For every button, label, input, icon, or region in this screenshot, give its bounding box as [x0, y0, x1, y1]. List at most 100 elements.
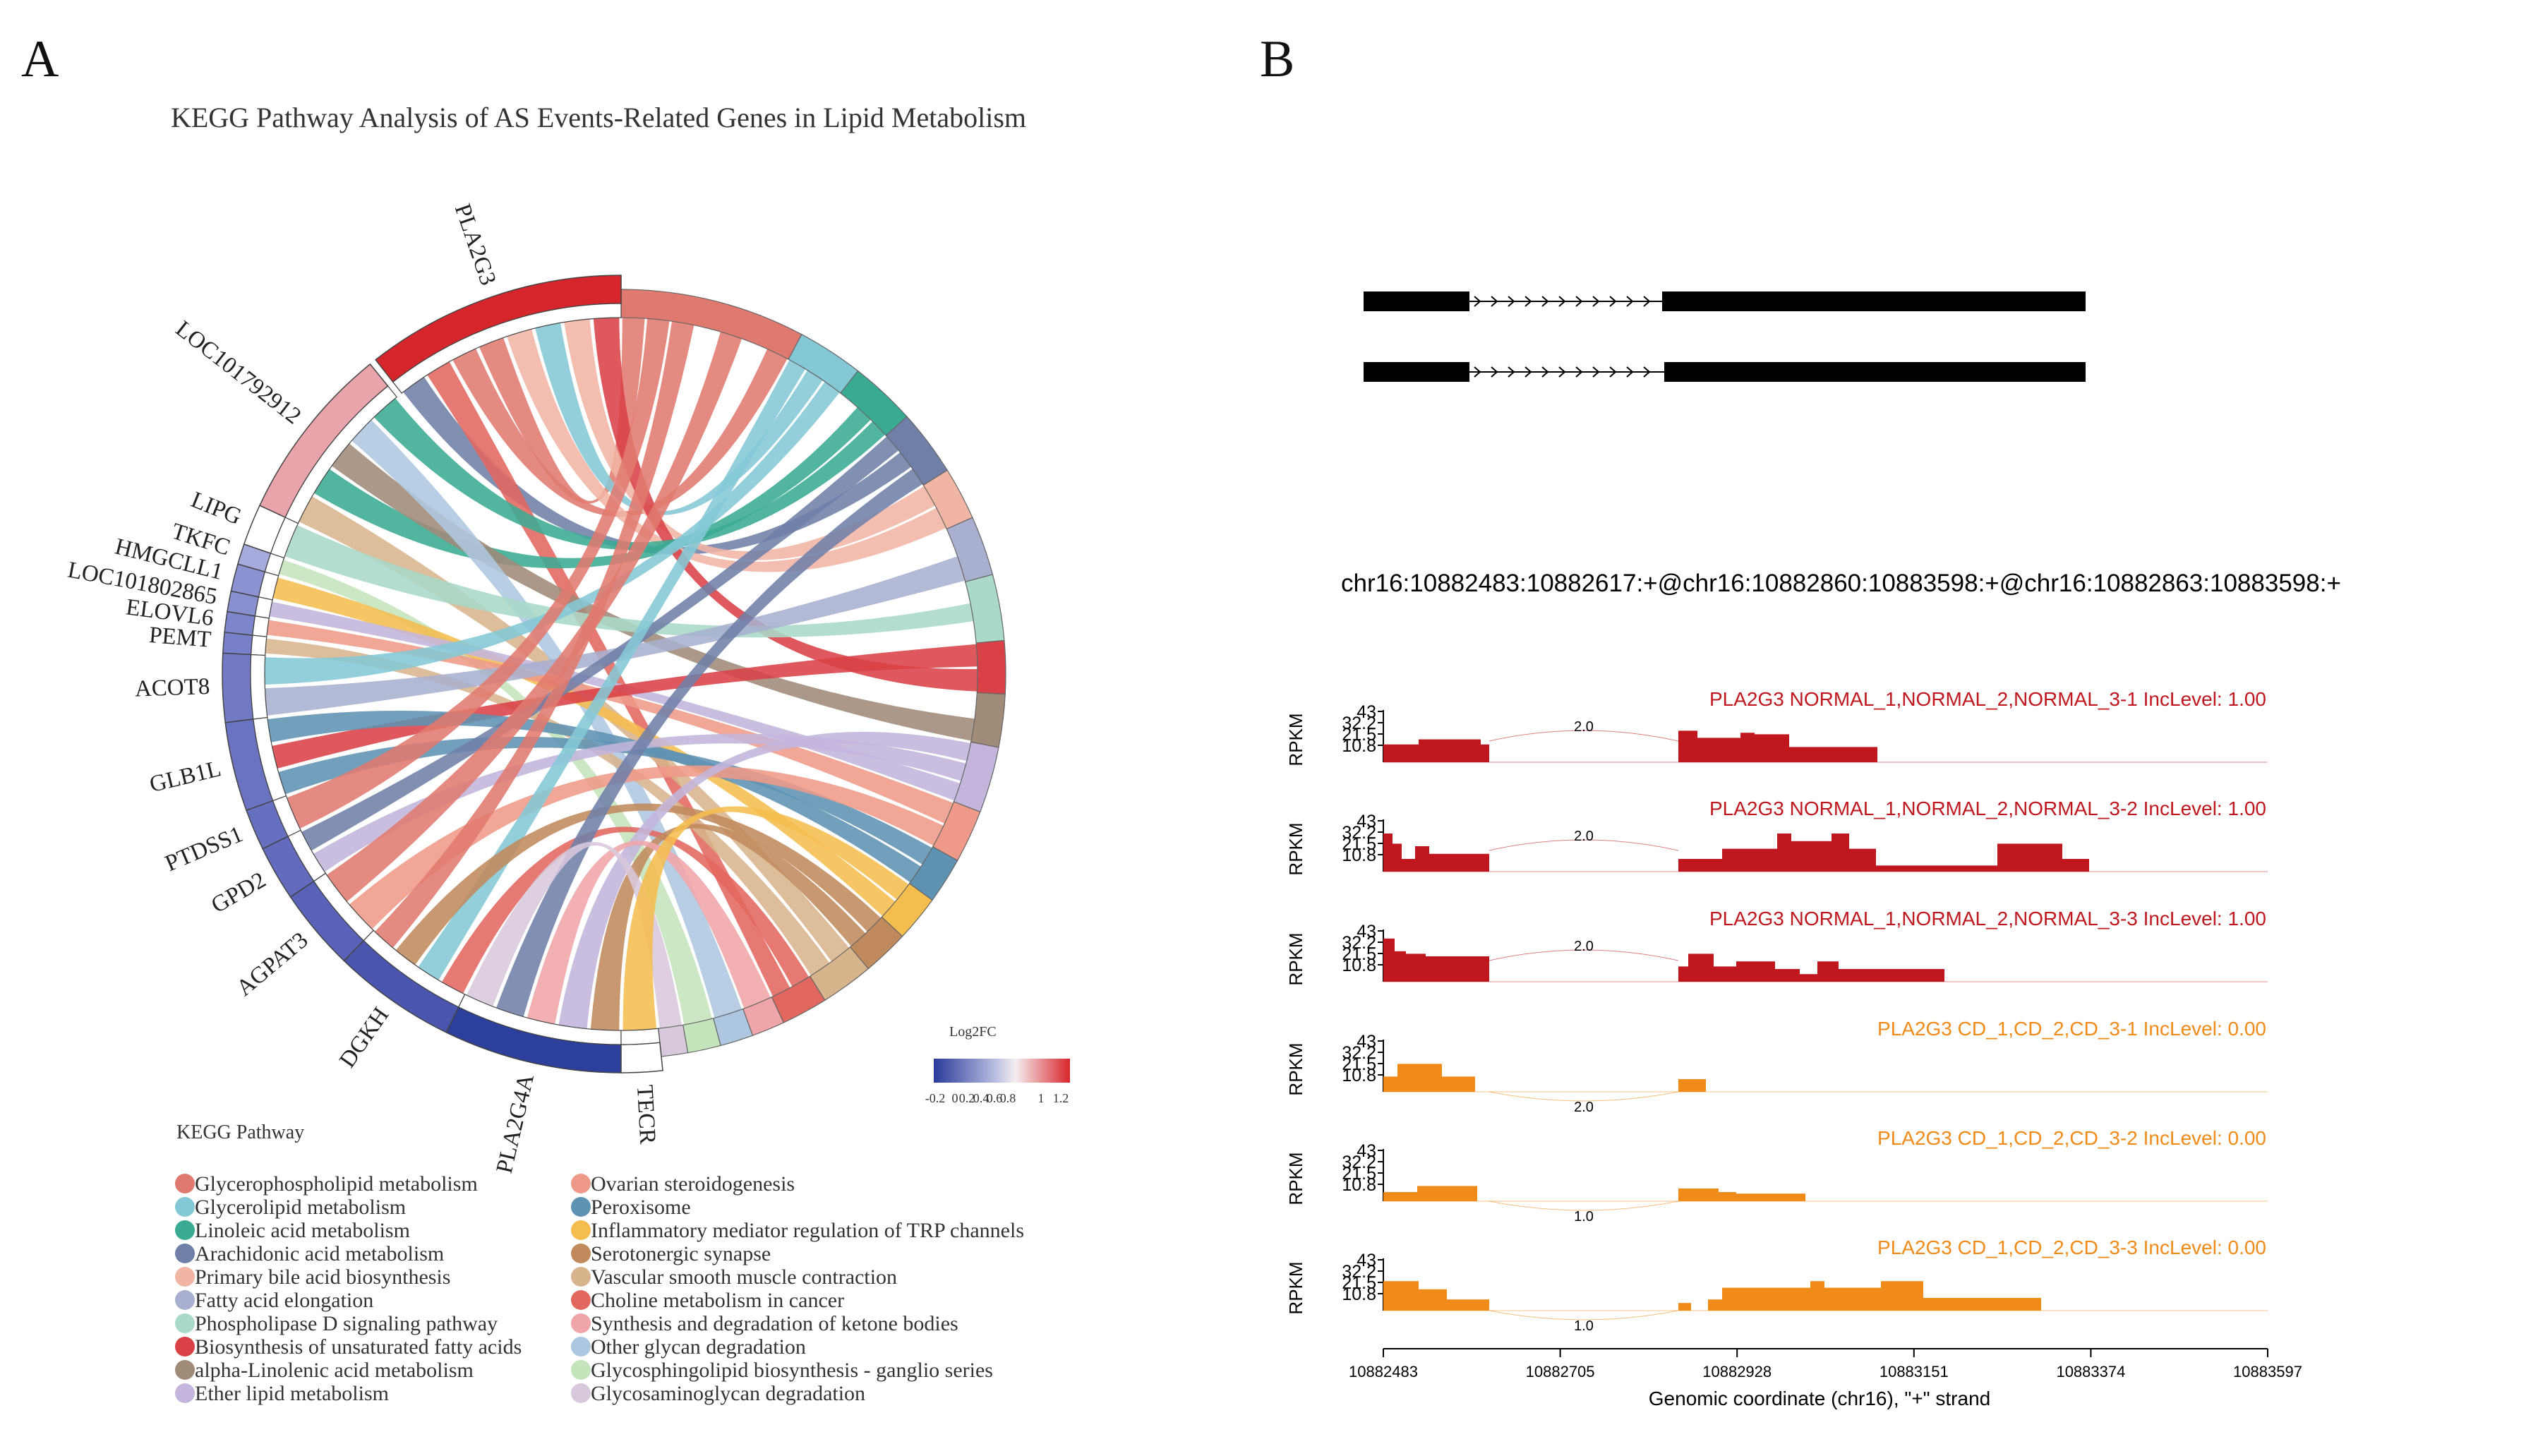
coverage-bar: [1722, 1287, 1775, 1311]
coverage-bar: [1740, 733, 1755, 762]
legend-swatch: [175, 1197, 195, 1217]
coverage-bar: [1678, 966, 1688, 982]
coverage-bar: [1777, 834, 1791, 872]
isoform-2: [1364, 362, 2086, 382]
legend-label: Biosynthesis of unsaturated fatty acids: [195, 1335, 522, 1359]
legend-swatch: [571, 1290, 591, 1310]
coverage-bar: [1426, 956, 1489, 982]
y-tick-label: 43: [1357, 922, 1376, 941]
legend-swatch: [175, 1290, 195, 1310]
gene-arc-inner: [620, 1028, 661, 1045]
coverage-bar: [1406, 953, 1426, 982]
coverage-bar: [1688, 953, 1714, 982]
gene-arc-inner: [253, 716, 287, 802]
legend-label: Glycerolipid metabolism: [195, 1196, 406, 1219]
legend-label: Choline metabolism in cancer: [591, 1289, 844, 1312]
coverage-bar: [1997, 843, 2062, 872]
legend-label: Serotonergic synapse: [591, 1242, 771, 1265]
gene-arc: [224, 610, 256, 636]
coverage-bar: [1973, 1298, 2041, 1311]
y-tick-label: 32.2: [1342, 933, 1376, 953]
junction-count: 2.0: [1574, 939, 1594, 954]
coverage-bar: [1775, 1287, 1810, 1311]
coverage-bar: [1849, 848, 1876, 872]
track-label: PLA2G3 NORMAL_1,NORMAL_2,NORMAL_3-2 IncL…: [1709, 798, 2266, 819]
panel-a-letter: A: [21, 30, 59, 88]
coverage-bar: [1415, 846, 1429, 872]
y-tick-label: 21.5: [1342, 1273, 1376, 1293]
colorbar-tick: 0.2: [959, 1091, 975, 1105]
y-tick-label: 43: [1357, 702, 1376, 722]
gene-label: GPD2: [207, 867, 270, 918]
legend-label: Ovarian steroidogenesis: [591, 1172, 795, 1196]
gene-label: TECR: [632, 1084, 660, 1145]
gene-arc-inner: [272, 795, 301, 837]
colorbar-tick: 0: [952, 1091, 958, 1105]
track-label: PLA2G3 CD_1,CD_2,CD_3-1 IncLevel: 0.00: [1877, 1018, 2266, 1040]
y-tick-label: 32.2: [1342, 823, 1376, 843]
legend-label: alpha-Linolenic acid metabolism: [195, 1359, 474, 1382]
legend-swatch: [571, 1337, 591, 1356]
chord-ribbon: [467, 841, 682, 1029]
junction-count: 2.0: [1574, 829, 1594, 844]
chord-ribbon: [427, 361, 790, 997]
legend-label: Other glycan degradation: [591, 1335, 806, 1359]
panel-b: B s chr16:10882483:10882617:+@chr16:1088…: [1215, 0, 2538, 1452]
gene-label: PLA2G4A: [492, 1071, 539, 1176]
track-ylabel: RPKM: [1285, 1261, 1306, 1314]
gene-arc-inner: [270, 517, 299, 559]
chord-ribbon: [351, 419, 742, 1018]
pathway-arc: [975, 639, 1006, 695]
isoform-1: [1364, 291, 2086, 311]
panel-a: A KEGG Pathway Analysis of AS Events-Rel…: [0, 0, 1263, 1452]
track-ylabel: RPKM: [1285, 822, 1306, 875]
chord-ribbon: [265, 556, 966, 716]
coverage-bar: [1722, 848, 1777, 872]
gene-label: ACOT8: [134, 674, 210, 702]
legend-swatch: [571, 1197, 591, 1217]
coverage-bar: [1839, 969, 1944, 982]
gene-arc-inner: [392, 303, 622, 394]
track-label: PLA2G3 CD_1,CD_2,CD_3-2 IncLevel: 0.00: [1877, 1127, 2266, 1149]
legend-swatch: [175, 1267, 195, 1287]
pathway-arc: [965, 574, 1005, 644]
junction-count: 2.0: [1574, 1100, 1594, 1115]
coverage-bar: [1817, 961, 1839, 982]
pathway-legend: Glycerophospholipid metabolismGlycerolip…: [175, 1172, 1024, 1405]
pathway-legend-title: KEGG Pathway: [176, 1121, 304, 1143]
legend-label: Peroxisome: [591, 1196, 691, 1219]
y-tick-label: 21.5: [1342, 725, 1376, 745]
chord-ribbon: [269, 601, 961, 801]
coverage-bar: [1775, 969, 1800, 982]
gene-arc-inner: [287, 829, 327, 882]
y-tick-label: 32.2: [1342, 1262, 1376, 1282]
track-label: PLA2G3 NORMAL_1,NORMAL_2,NORMAL_3-1 IncL…: [1709, 688, 2266, 710]
chord-arcs: [222, 275, 1006, 1073]
legend-label: Glycosphingolipid biosynthesis - ganglio…: [591, 1359, 993, 1382]
y-tick-label: 32.2: [1342, 714, 1376, 733]
coverage-bar: [2062, 859, 2089, 872]
chord-ribbon: [479, 318, 645, 504]
y-tick-label: 43: [1357, 1032, 1376, 1052]
y-tick-label: 21.5: [1342, 1054, 1376, 1074]
coverage-bar: [1383, 744, 1419, 762]
gene-arc: [222, 632, 253, 656]
coverage-bar: [1397, 1064, 1442, 1092]
x-tick-label: 10883151: [1880, 1363, 1949, 1380]
gene-arc-inner: [313, 872, 375, 941]
panel-b-letter: B: [1260, 30, 1295, 88]
colorbar-title: Log2FC: [949, 1024, 997, 1040]
coverage-bar: [1824, 1287, 1881, 1311]
x-tick-label: 10883374: [2056, 1363, 2125, 1380]
legend-swatch: [175, 1360, 195, 1380]
coverage-bar: [1383, 1192, 1417, 1201]
y-tick-label: 21.5: [1342, 1164, 1376, 1184]
y-tick-label: 10.8: [1342, 1066, 1376, 1085]
gene-arc-inner: [258, 571, 279, 601]
y-tick-label: 10.8: [1342, 1175, 1376, 1195]
x-tick-label: 10882483: [1349, 1363, 1418, 1380]
coverage-bar: [1395, 951, 1406, 982]
track-label: PLA2G3 NORMAL_1,NORMAL_2,NORMAL_3-3 IncL…: [1709, 908, 2266, 929]
y-tick-label: 21.5: [1342, 944, 1376, 964]
